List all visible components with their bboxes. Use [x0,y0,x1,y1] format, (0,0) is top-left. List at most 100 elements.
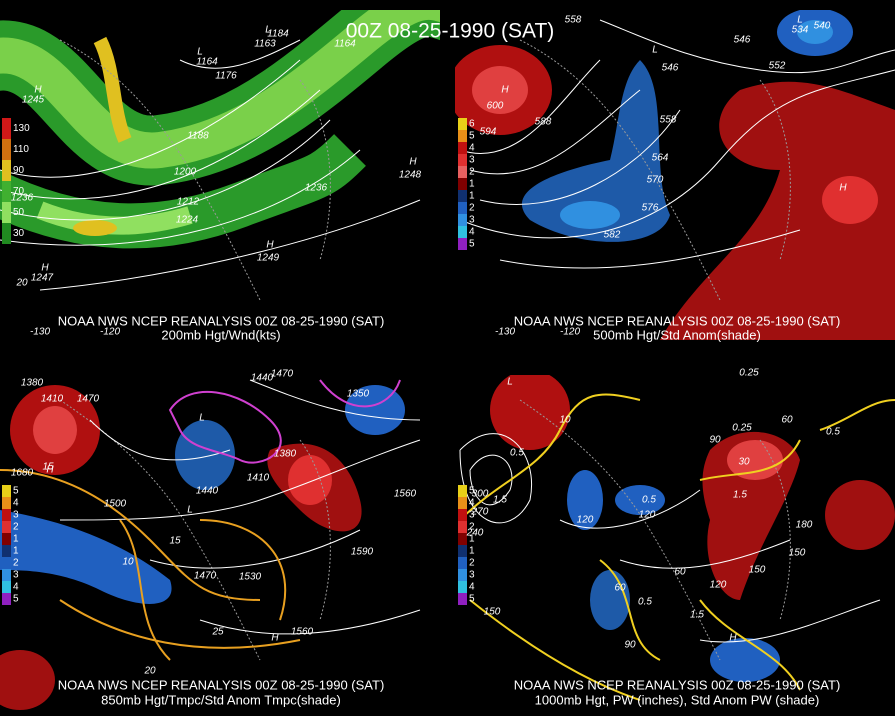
legend-swatch [458,238,467,250]
contour-label: 1164 [334,39,356,50]
jet-band [0,10,440,169]
contour-label: H [46,465,54,476]
contour-label: 1212 [177,197,200,208]
legend-label: 4 [469,498,475,509]
legend-label: 2 [13,522,19,533]
source-line: NOAA NWS NCEP REANALYSIS 00Z 08-25-1990 … [58,677,385,692]
legend-swatch [458,521,467,533]
zero-contour [168,379,401,464]
contour-label: 15 [169,536,181,547]
contour-label: 582 [604,230,621,241]
jet-core [93,36,132,143]
legend-swatch [458,545,467,557]
anomaly-positive [0,650,55,710]
contour-label: 576 [642,203,659,214]
legend-label: 1 [469,191,475,202]
legend-label: 30 [13,228,25,239]
legend-swatch [2,569,11,581]
contour-label: 1245 [22,95,45,106]
legend-label: 4 [469,582,475,593]
contour-label: 30 [738,457,750,468]
panel-caption: 200mb Hgt/Wnd(kts) [161,327,280,342]
contour-label: 1440 [196,486,219,497]
anomaly-positive [727,440,783,480]
contour-label: 120 [710,580,727,591]
contour-label: 1530 [239,572,262,583]
legend-label: 50 [13,207,25,218]
legend-label: 130 [13,123,30,134]
legend-swatch [2,160,11,181]
contour-label: -130 [495,327,515,338]
contour-label: 1176 [215,71,237,82]
contour-label: 558 [660,115,677,126]
contour [0,39,421,291]
anomaly-negative [710,638,780,682]
legend-swatch [2,581,11,593]
panel-caption: 850mb Hgt/Tmpc/Std Anom Tmpc(shade) [101,692,341,707]
contour-label: H [34,85,42,96]
legend-label: 2 [469,558,475,569]
anomaly-positive [490,375,570,450]
legend-swatch [2,509,11,521]
contour-label: 1470 [194,571,217,582]
contour-label: 1184 [267,29,289,40]
anomaly-negative [590,570,630,630]
contour-label: 1410 [41,394,64,405]
contour-label: 150 [789,548,806,559]
legend-swatch [2,202,11,223]
contour-label: 1410 [247,473,270,484]
contour-label: 1236 [305,183,328,194]
contour-label: 120 [577,515,594,526]
contour-label: 1236 [11,193,34,204]
legend-label: 1 [469,179,475,190]
legend-label: 3 [469,570,475,581]
contour-label: 1248 [399,170,422,181]
contour-label: 558 [565,15,582,26]
legend-label: 5 [13,486,19,497]
contour [459,433,881,643]
contour-label: H [839,183,847,194]
contour-label: -120 [560,327,580,338]
coastline [519,399,791,661]
contour-label: 90 [624,640,636,651]
contour-label: 1224 [176,215,199,226]
legend-swatch [458,509,467,521]
legend-label: 2 [13,558,19,569]
contour-label: 594 [480,127,497,138]
legend-swatch [458,226,467,238]
panel-850mb [0,379,421,710]
legend-swatch [2,223,11,244]
legends: 1301109070503065432112345543211234554321… [2,118,475,605]
contour-label: 150 [484,607,501,618]
coastline [59,39,331,301]
contour-label: 60 [674,567,686,578]
legend-swatch [458,178,467,190]
anomaly-negative [345,385,405,435]
legend-label: 4 [469,227,475,238]
contour-label: 1440 [251,373,274,384]
legend-swatch [458,581,467,593]
legend-swatch [2,545,11,557]
contour-label: 60 [614,583,626,594]
legend-swatch [458,497,467,509]
legend-swatch [458,593,467,605]
legend-swatch [2,557,11,569]
contour-label: 546 [662,63,679,74]
contour-label: 1350 [347,389,370,400]
panel-1000mb [459,375,895,701]
legend-swatch [458,166,467,178]
contour-label: 0.5 [510,448,524,459]
contour-label: 570 [647,175,664,186]
legend-label: 1 [469,546,475,557]
legend-swatch [458,485,467,497]
anomaly-negative [797,20,833,44]
legend-swatch [458,190,467,202]
contour-label: L [652,45,658,56]
contour-label: H [41,263,49,274]
legend-label: 3 [469,215,475,226]
anomaly-positive [33,406,77,454]
legend-label: 70 [13,186,25,197]
contour-label: 10 [122,557,134,568]
contour-label: 180 [796,520,813,531]
